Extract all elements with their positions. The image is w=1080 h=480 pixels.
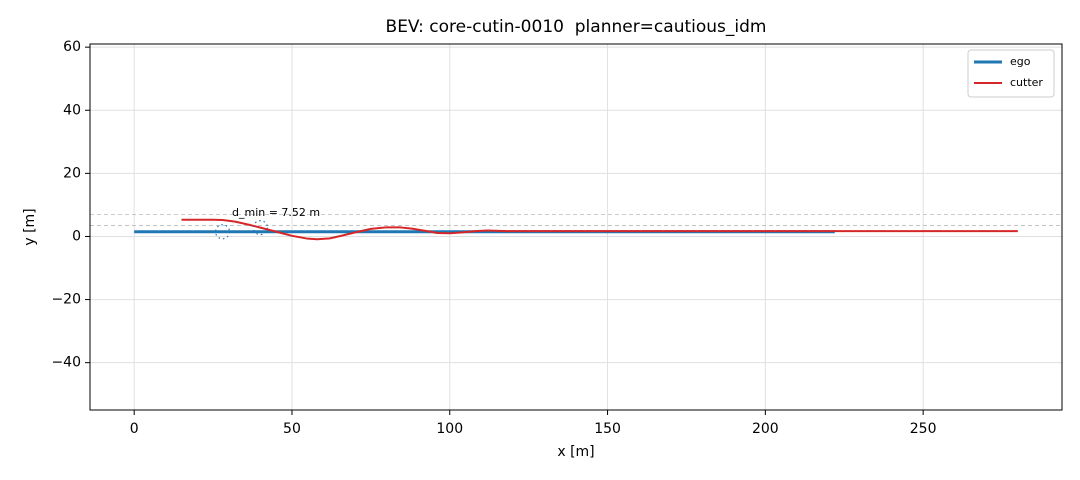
marker-circle xyxy=(214,224,231,240)
x-tick-label: 0 xyxy=(130,421,139,437)
legend-label: ego xyxy=(1010,55,1031,68)
y-tick-label: 0 xyxy=(72,228,81,244)
y-tick-label: 60 xyxy=(63,39,81,55)
y-axis-label: y [m] xyxy=(22,208,38,245)
x-tick-label: 100 xyxy=(436,421,463,437)
annotation: d_min = 7.52 m xyxy=(232,206,320,219)
y-tick-label: 20 xyxy=(63,165,81,181)
y-tick-label: 40 xyxy=(63,102,81,118)
x-tick-label: 250 xyxy=(910,421,937,437)
series-line xyxy=(181,218,1018,241)
y-tick-label: −20 xyxy=(51,292,81,308)
y-tick-label: −40 xyxy=(51,355,81,371)
legend-label: cutter xyxy=(1010,76,1043,89)
x-tick-label: 50 xyxy=(283,421,301,437)
x-axis-label: x [m] xyxy=(557,444,594,460)
x-tick-label: 150 xyxy=(594,421,621,437)
chart-title: BEV: core-cutin-0010 planner=cautious_id… xyxy=(386,17,767,37)
x-tick-label: 200 xyxy=(752,421,779,437)
plot-frame xyxy=(89,43,1063,411)
marker-circle xyxy=(252,220,269,236)
